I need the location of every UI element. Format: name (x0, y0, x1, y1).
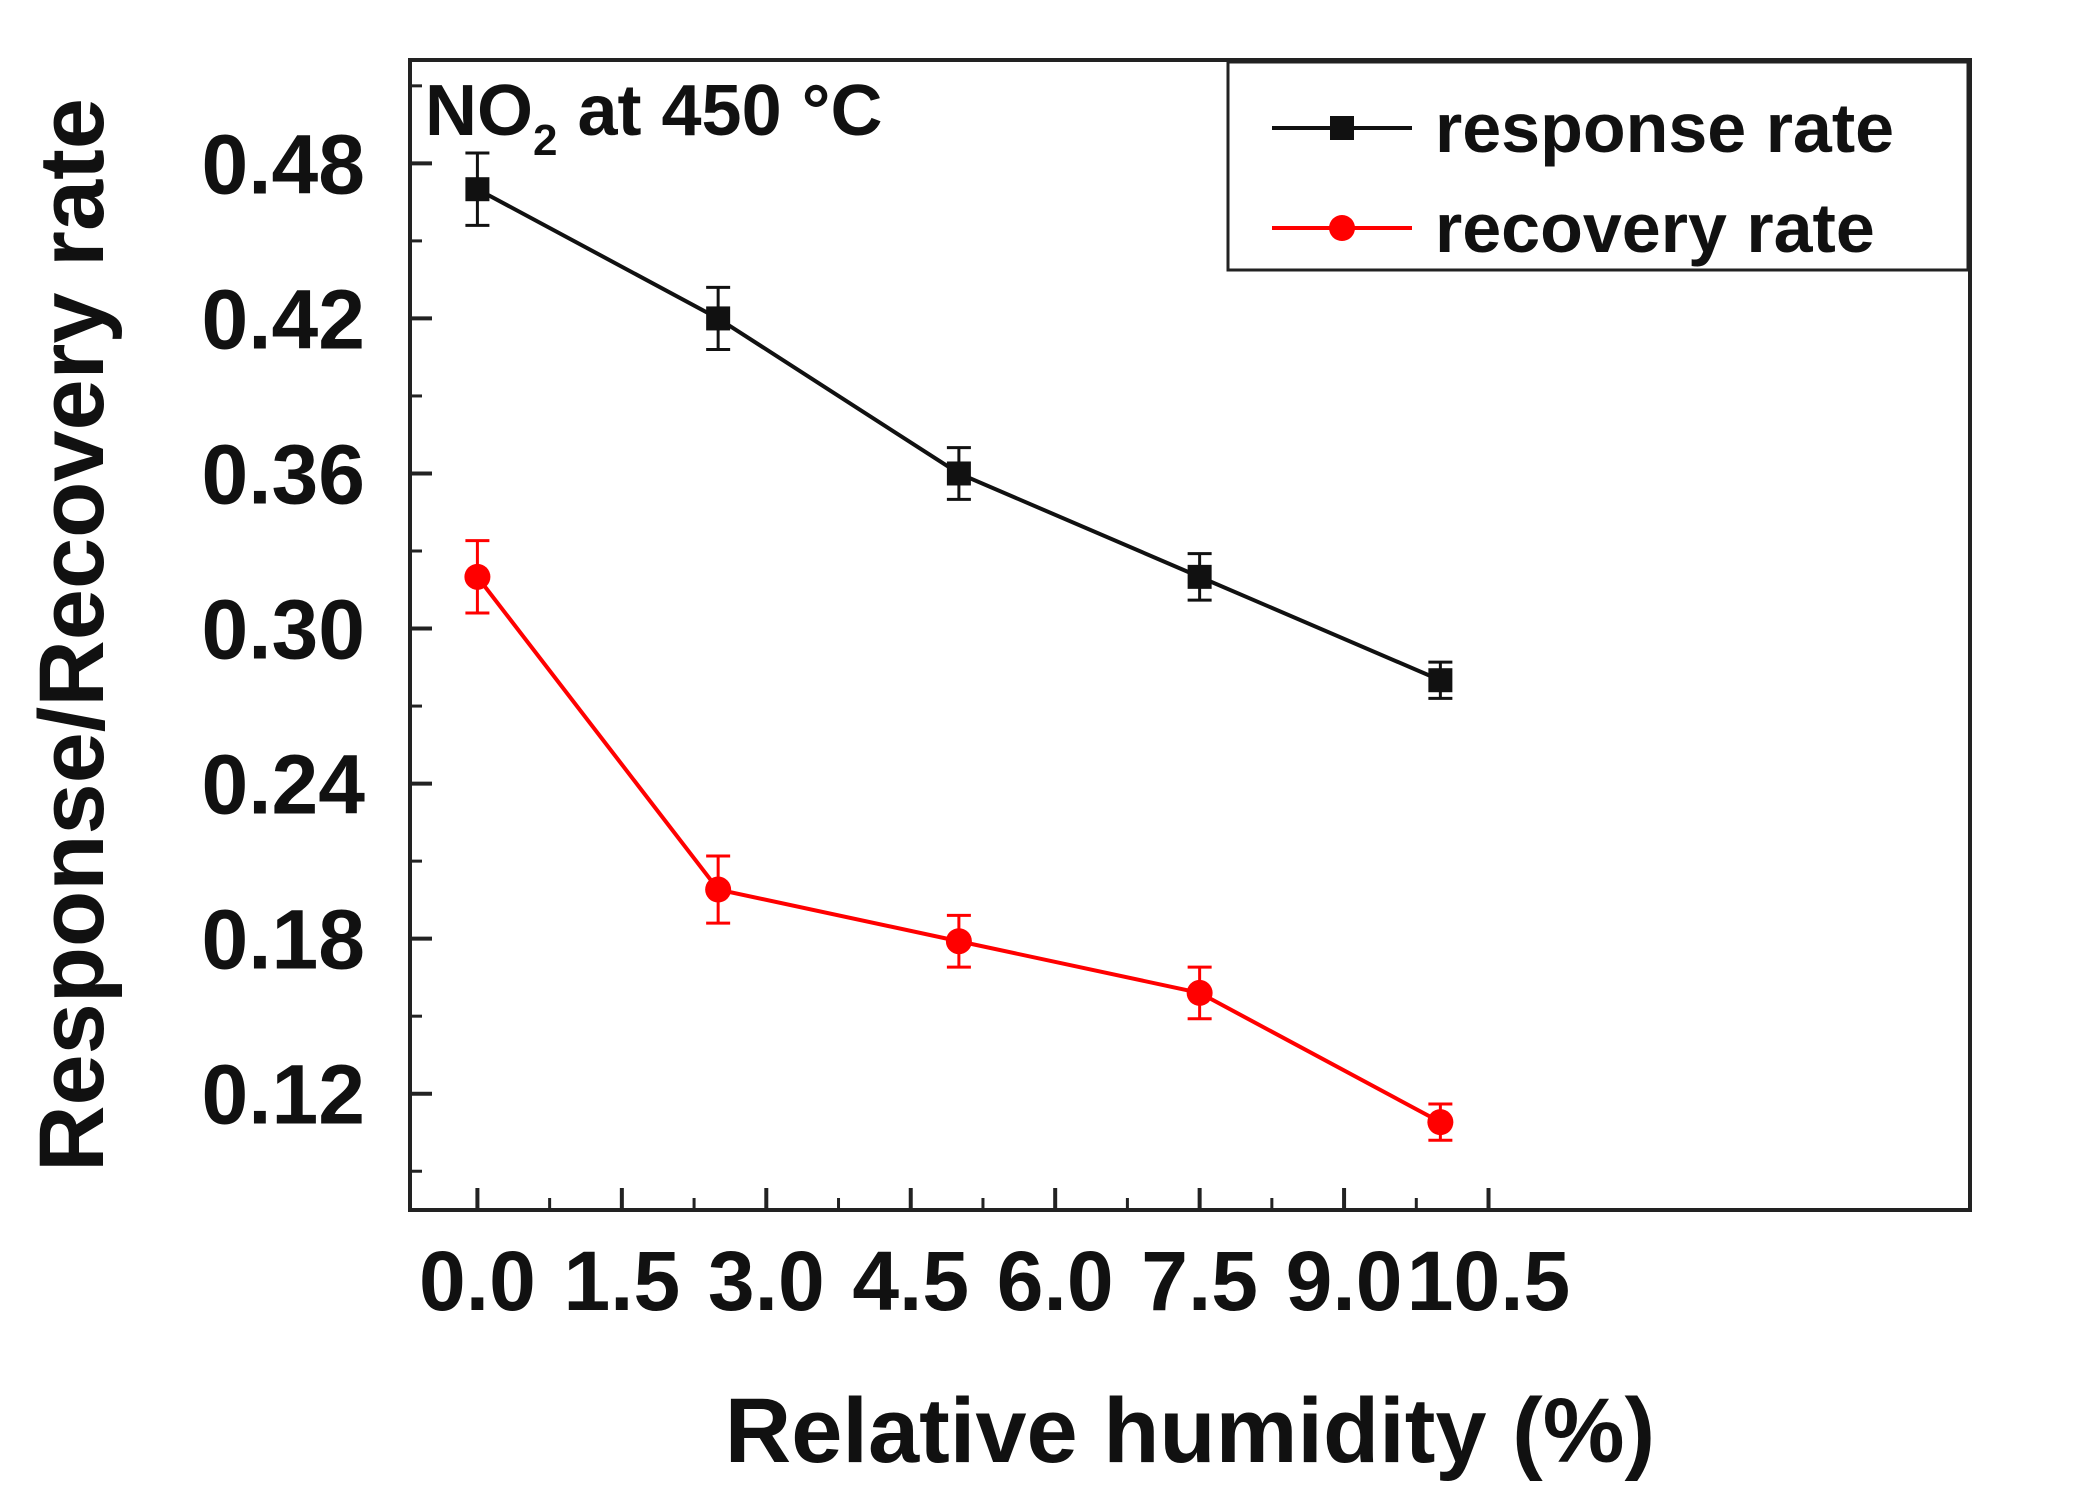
x-tick-label: 4.5 (852, 1234, 969, 1328)
data-point (706, 306, 731, 331)
data-point (705, 876, 732, 903)
x-tick-label: 1.5 (563, 1234, 680, 1328)
x-tick-label: 7.5 (1141, 1234, 1258, 1328)
x-tick-label: 9.0 (1286, 1234, 1403, 1328)
data-point (946, 461, 971, 486)
ticks-layer: 0.0 1.5 3.0 4.5 6.0 7.5 9.0 10.5 0.12 0.18 0.24 0.3… (202, 84, 1571, 1328)
y-axis-label: Response/Recovery rate (21, 98, 123, 1172)
series-line-1 (475, 575, 1442, 1124)
y-tick-label: 0.42 (202, 272, 366, 366)
data-point (1428, 668, 1453, 693)
annotation-label: NO2 at 450 °C (425, 71, 882, 165)
y-tick-label: 0.12 (202, 1048, 366, 1142)
x-tick-label: 3.0 (708, 1234, 825, 1328)
annotation-rest: at 450 °C (557, 71, 882, 151)
data-point (1186, 979, 1213, 1006)
data-point (465, 177, 490, 202)
y-tick-label: 0.30 (202, 583, 366, 677)
legend-marker-recovery (1329, 215, 1355, 241)
plot-frame (408, 58, 1972, 1212)
x-tick-label: 0.0 (419, 1234, 536, 1328)
y-tick-label: 0.24 (202, 738, 366, 832)
data-point (945, 928, 972, 955)
annotation-main: NO (425, 71, 533, 151)
x-tick-label: 6.0 (997, 1234, 1114, 1328)
y-tick-label: 0.48 (202, 117, 366, 211)
x-axis-label: Relative humidity (%) (725, 1380, 1655, 1482)
data-point (1427, 1109, 1454, 1136)
legend-label-recovery: recovery rate (1435, 189, 1875, 267)
series-layer (464, 151, 1454, 1142)
x-tick-label: 10.5 (1407, 1234, 1571, 1328)
y-tick-label: 0.18 (202, 893, 366, 987)
legend: response rate recovery rate (1226, 60, 1970, 272)
y-tick-label: 0.36 (202, 427, 366, 521)
data-point (464, 563, 491, 590)
legend-label-response: response rate (1435, 89, 1894, 167)
legend-marker-response (1330, 116, 1354, 140)
annotation-subscript: 2 (533, 116, 557, 165)
data-point (1187, 564, 1212, 589)
